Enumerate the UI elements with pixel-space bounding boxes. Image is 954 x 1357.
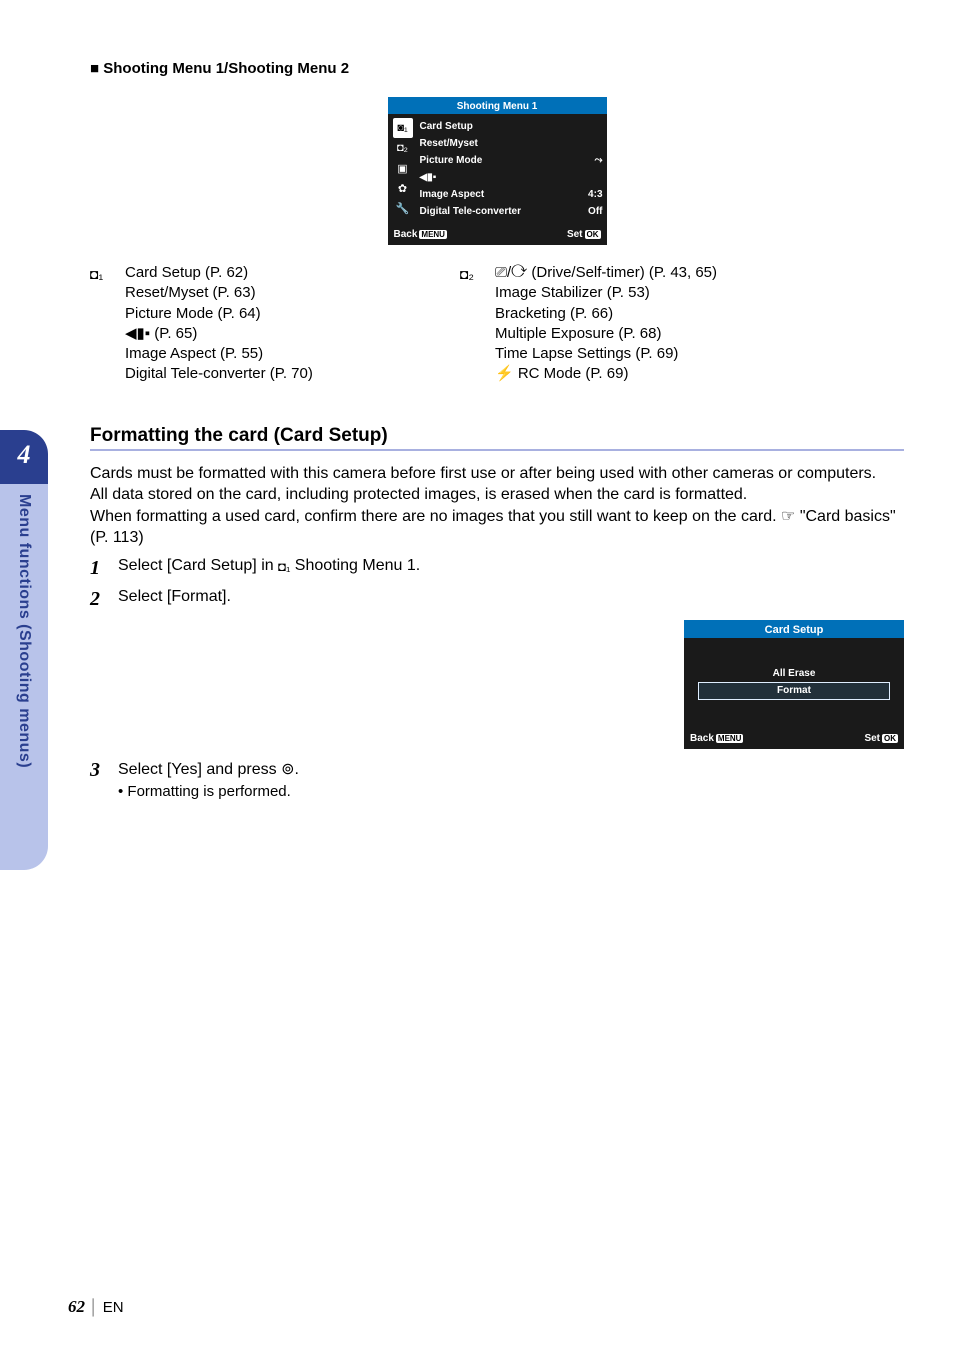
step-number: 3: [90, 759, 118, 800]
index-line: Time Lapse Settings (P. 69): [495, 344, 904, 364]
step-number: 2: [90, 588, 118, 611]
menu2-back: BackMENU: [690, 733, 743, 744]
step-text: Select [Format].: [118, 588, 904, 611]
camera1-icon: ◙₁: [393, 118, 413, 138]
index-line: Image Aspect (P. 55): [125, 344, 460, 364]
menu1-set: SetOK: [567, 229, 601, 240]
subsection-heading: Formatting the card (Card Setup): [90, 425, 904, 451]
step-text: Select [Yes] and press ⊚.: [118, 759, 904, 779]
paragraph: When formatting a used card, confirm the…: [90, 506, 904, 549]
index-line: Picture Mode (P. 64): [125, 304, 460, 324]
menu1-item-label: Picture Mode: [420, 152, 483, 169]
menu1-item-value: Off: [588, 203, 602, 220]
step-1: 1 Select [Card Setup] in ◘₁ Shooting Men…: [90, 557, 904, 580]
wrench-icon: 🔧: [396, 198, 410, 218]
step-2: 2 Select [Format].: [90, 588, 904, 611]
menu1-item-label: ◀▮▪: [420, 169, 437, 186]
chapter-number: 4: [0, 430, 48, 484]
index-line: ⚡ RC Mode (P. 69): [495, 364, 904, 384]
index-line: Bracketing (P. 66): [495, 304, 904, 324]
menu2-title: Card Setup: [684, 622, 904, 638]
menu1-items: Card Setup Reset/Myset Picture Mode ⤳ ◀▮▪…: [414, 118, 603, 220]
index-line: Image Stabilizer (P. 53): [495, 283, 904, 303]
ok-badge: OK: [882, 734, 898, 743]
menu1-back: BackMENU: [394, 229, 447, 240]
chapter-label: Menu functions (Shooting menus): [15, 494, 33, 768]
menu1-icon-column: ◙₁ ◘₂ ▣ ✿ 🔧: [392, 118, 414, 220]
menu-badge: MENU: [716, 734, 744, 743]
step-3: 3 Select [Yes] and press ⊚. Formatting i…: [90, 759, 904, 800]
shooting-menu-1-screenshot: Shooting Menu 1 ◙₁ ◘₂ ▣ ✿ 🔧 Card Setup R…: [388, 97, 607, 245]
ok-badge: OK: [585, 230, 601, 239]
step-text: Select [Card Setup] in ◘₁ Shooting Menu …: [118, 557, 904, 580]
page-lang: EN: [103, 1299, 124, 1316]
card-setup-screenshot: Card Setup All Erase Format BackMENU Set…: [684, 620, 904, 749]
section-heading: Shooting Menu 1/Shooting Menu 2: [90, 60, 904, 77]
option-format: Format: [698, 682, 890, 700]
camera1-icon: ◘₁: [278, 559, 290, 574]
menu2-set: SetOK: [864, 733, 898, 744]
gear-icon: ✿: [398, 178, 407, 198]
index-line: Multiple Exposure (P. 68): [495, 324, 904, 344]
camera2-icon: ◘₂: [460, 263, 495, 385]
menu1-item-label: Reset/Myset: [420, 135, 478, 152]
menu1-item-label: Card Setup: [420, 118, 473, 135]
index-line: Digital Tele-converter (P. 70): [125, 364, 460, 384]
chapter-tab: 4 Menu functions (Shooting menus): [0, 430, 48, 870]
page-footer: 62 │ EN: [68, 1297, 124, 1317]
index-line: Card Setup (P. 62): [125, 263, 460, 283]
index-line: Reset/Myset (P. 63): [125, 283, 460, 303]
camera1-icon: ◘₁: [90, 263, 125, 385]
step-subtext: Formatting is performed.: [118, 783, 904, 800]
camera2-icon: ◘₂: [397, 138, 408, 158]
menu1-item-label: Image Aspect: [420, 186, 485, 203]
menu-badge: MENU: [419, 230, 447, 239]
paragraph: Cards must be formatted with this camera…: [90, 463, 904, 485]
playback-icon: ▣: [397, 158, 407, 178]
menu1-item-value: 4:3: [588, 186, 602, 203]
menu-index-columns: ◘₁ Card Setup (P. 62) Reset/Myset (P. 63…: [90, 263, 904, 385]
paragraph: All data stored on the card, including p…: [90, 484, 904, 506]
step-number: 1: [90, 557, 118, 580]
page-number: 62: [68, 1297, 85, 1316]
option-all-erase: All Erase: [698, 666, 890, 682]
index-line: ◀▮▪ (P. 65): [125, 324, 460, 344]
menu1-title: Shooting Menu 1: [388, 99, 607, 114]
menu1-item-label: Digital Tele-converter: [420, 203, 522, 220]
index-line: ⎚/⟳ (Drive/Self-timer) (P. 43, 65): [495, 263, 904, 283]
menu1-item-value: ⤳: [595, 152, 603, 169]
